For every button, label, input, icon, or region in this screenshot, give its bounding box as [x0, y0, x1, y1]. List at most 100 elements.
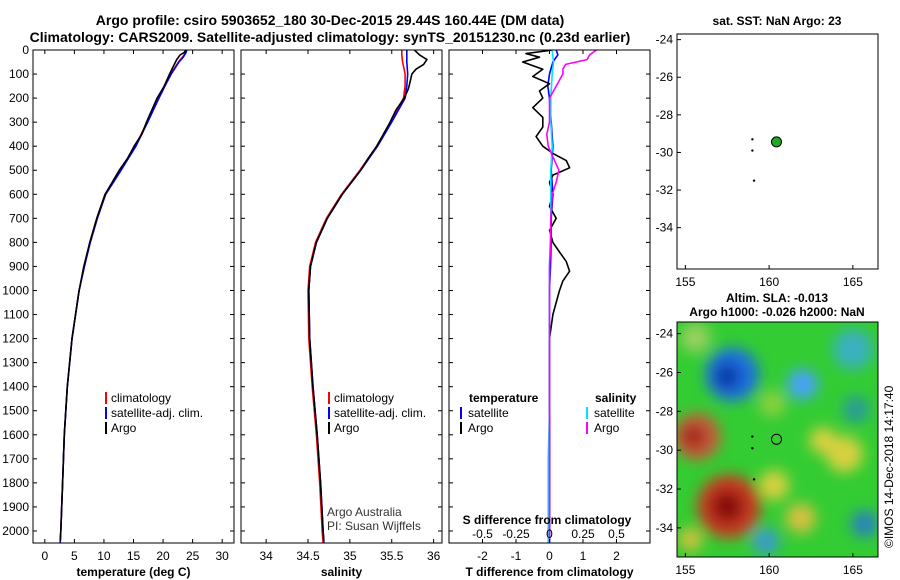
- x-tick-label: 0: [546, 549, 553, 563]
- depth-tick-label: 500: [9, 163, 29, 177]
- x-tick-label: 34: [259, 549, 273, 563]
- s-tick-label: 0.5: [608, 527, 625, 541]
- sla-map-title-1: Altim. SLA: -0.013: [726, 291, 828, 305]
- temperature-series-satellite-adj-clim-: [59, 50, 188, 543]
- depth-tick-label: 200: [9, 91, 29, 105]
- credit-argo-australia: Argo Australia: [327, 505, 402, 519]
- sla-map-panel: 155 160 165 -24 -26 -28 -30 -32 -34: [656, 321, 879, 577]
- x-tick-label: 2: [613, 549, 620, 563]
- depth-tick-label: 0: [22, 43, 29, 57]
- legend-label-t-argo: Argo: [468, 421, 494, 435]
- legend-label-argo: Argo: [111, 421, 137, 435]
- map-y-tick-label: -24: [656, 327, 674, 341]
- legend-label-t-satellite: satellite: [468, 406, 509, 420]
- map-x-tick-label: 155: [675, 563, 695, 577]
- depth-tick-label: 1400: [2, 380, 29, 394]
- sla-anomaly-blob: [809, 427, 837, 454]
- x-tick-label: 36: [427, 549, 441, 563]
- map-y-tick-label: -28: [656, 404, 674, 418]
- map-x-tick-label: 155: [675, 275, 695, 289]
- x-tick-label: 15: [127, 549, 141, 563]
- legend-label-climatology: climatology: [111, 391, 171, 405]
- depth-tick-label: 2000: [2, 524, 29, 538]
- sla-anomaly-blob: [678, 527, 703, 552]
- legend-label-satellite: satellite-adj. clim.: [111, 406, 203, 420]
- difference-x-axis-title: T difference from climatology: [465, 565, 633, 579]
- map-y-tick-label: -34: [656, 521, 674, 535]
- depth-tick-label: 300: [9, 115, 29, 129]
- salinity-series-group: [307, 50, 428, 543]
- difference-panel: -2 -1 0 1 2 T difference from climatology -0.5…: [448, 49, 651, 579]
- legend-title-temperature: temperature: [469, 391, 539, 405]
- map-x-tick-label: 165: [843, 563, 863, 577]
- depth-tick-label: 1800: [2, 476, 29, 490]
- imos-watermark: ©IMOS 14-Dec-2018 14:17:40: [882, 385, 896, 548]
- map-y-tick-label: -24: [656, 33, 674, 47]
- float-track-point: [751, 447, 754, 450]
- map-y-tick-label: -32: [656, 482, 674, 496]
- title-line-2: Climatology: CARS2009. Satellite-adjuste…: [30, 29, 631, 45]
- x-tick-label: -2: [477, 549, 488, 563]
- temperature-legend: climatology satellite-adj. clim. Argo: [105, 391, 203, 435]
- map-x-tick-label: 165: [843, 275, 863, 289]
- credit-pi: PI: Susan Wijffels: [327, 519, 421, 533]
- map-y-tick-label: -26: [656, 365, 674, 379]
- sla-anomaly-blob: [759, 470, 790, 501]
- salinity-series-satellite-adj-clim-: [307, 50, 409, 543]
- map-x-tick-label: 160: [759, 563, 779, 577]
- x-tick-label: 10: [97, 549, 111, 563]
- difference-series-group: [521, 50, 597, 543]
- sla-anomaly-blob: [851, 510, 878, 538]
- salinity-series-argo: [307, 50, 428, 541]
- temperature-series-argo: [59, 50, 187, 541]
- float-track-point: [751, 435, 754, 438]
- map-y-tick-label: -30: [656, 443, 674, 457]
- s-tick-label: -0.5: [472, 527, 493, 541]
- sla-heatmap-blobs: [677, 322, 878, 555]
- difference-legend-temperature: temperature satellite Argo: [460, 391, 539, 435]
- sla-anomaly-blob: [787, 369, 818, 400]
- x-tick-label: 25: [186, 549, 200, 563]
- float-track-point: [752, 179, 756, 182]
- temperature-x-axis-title: temperature (deg C): [76, 565, 190, 579]
- legend-label-s-satellite: satellite: [594, 406, 635, 420]
- depth-tick-label: 1500: [2, 404, 29, 418]
- difference-series-salinity-argo: [545, 50, 597, 541]
- map-y-tick-label: -34: [656, 221, 674, 235]
- sst_map-frame: [676, 33, 879, 270]
- x-tick-label: 0: [41, 549, 48, 563]
- salinity-panel: 34 34.5 35 35.5 36 salinity: [240, 49, 443, 579]
- depth-tick-label: 1700: [2, 452, 29, 466]
- depth-tick-label: 700: [9, 211, 29, 225]
- salinity-x-axis-title: salinity: [321, 565, 363, 579]
- x-tick-label: 30: [215, 549, 229, 563]
- temperature-series-group: [59, 50, 188, 543]
- s-tick-label: 0.25: [571, 527, 595, 541]
- float-track-point: [751, 149, 754, 152]
- difference-series-temperature-argo: [521, 50, 571, 541]
- sla-map-title-2: Argo h1000: -0.026 h2000: NaN: [689, 305, 864, 319]
- legend-label-argo: Argo: [334, 421, 360, 435]
- s-tick-label: -0.25: [502, 527, 530, 541]
- sla-anomaly-blob: [842, 395, 870, 423]
- x-tick-label: 34.5: [296, 549, 320, 563]
- depth-tick-label: 1000: [2, 283, 29, 297]
- temperature-panel: 0 5 10 15 20 25 300100200300400500600700800900…: [2, 43, 235, 579]
- float-track-point: [751, 138, 754, 141]
- s-tick-label: 0: [546, 527, 553, 541]
- sla-heatmap: [677, 322, 878, 557]
- float-track-point: [752, 478, 756, 481]
- depth-tick-label: 900: [9, 259, 29, 273]
- depth-tick-label: 1900: [2, 500, 29, 514]
- x-tick-label: 5: [71, 549, 78, 563]
- sla-anomaly-blob: [752, 528, 780, 555]
- x-tick-label: -1: [511, 549, 522, 563]
- title-line-1: Argo profile: csiro 5903652_180 30-Dec-2…: [96, 12, 564, 28]
- sla-anomaly-blob: [682, 424, 706, 449]
- map-y-tick-label: -26: [656, 70, 674, 84]
- legend-title-salinity: salinity: [595, 391, 637, 405]
- salinity-frame: [240, 49, 443, 544]
- sla-anomaly-blob: [680, 322, 711, 353]
- salinity-legend: climatology satellite-adj. clim. Argo Ar…: [327, 391, 426, 533]
